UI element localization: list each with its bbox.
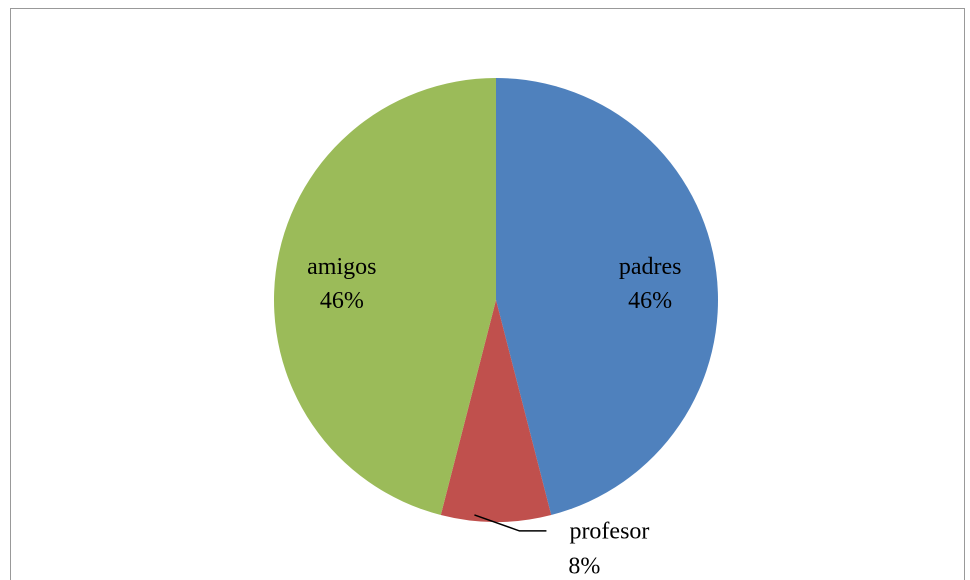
- leader-line: [474, 514, 547, 532]
- pie-slice: [440, 300, 552, 522]
- slice-label: padres: [619, 254, 682, 280]
- slice-value-label: 46%: [320, 288, 364, 314]
- slice-label: profesor: [569, 518, 649, 544]
- slice-value-label: 8%: [568, 553, 600, 579]
- chart-border: [10, 8, 965, 580]
- slice-value-label: 46%: [628, 288, 672, 314]
- slice-label: amigos: [307, 254, 376, 280]
- pie-slice: [273, 78, 496, 516]
- pie-slice: [496, 78, 719, 516]
